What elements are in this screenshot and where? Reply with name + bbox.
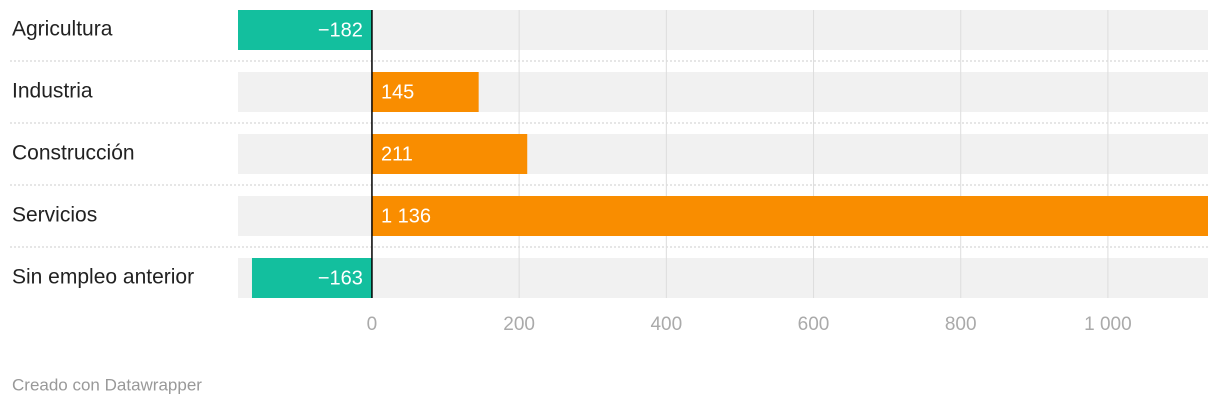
- bar: [238, 10, 372, 50]
- value-label: −182: [318, 19, 363, 41]
- category-label: Servicios: [12, 204, 97, 227]
- category-label: Industria: [12, 80, 93, 103]
- x-tick-label: 400: [650, 314, 682, 335]
- x-tick-label: 600: [798, 314, 830, 335]
- bar: [371, 72, 479, 112]
- value-label: 211: [381, 143, 413, 165]
- x-tick-label: 200: [503, 314, 535, 335]
- row-background: [238, 258, 1208, 298]
- value-label: −163: [318, 267, 363, 289]
- bar: [251, 258, 372, 298]
- credit: Creado con Datawrapper: [12, 375, 202, 394]
- category-label: Sin empleo anterior: [12, 266, 194, 289]
- category-label: Agricultura: [12, 18, 113, 41]
- bar: [371, 134, 528, 174]
- value-label: 1 136: [381, 205, 431, 227]
- row-background: [238, 10, 1208, 50]
- x-tick-label: 800: [945, 314, 977, 335]
- x-tick-label: 0: [367, 314, 378, 335]
- x-tick-label: 1 000: [1084, 314, 1132, 335]
- value-label: 145: [381, 81, 414, 103]
- bar: [371, 196, 1208, 236]
- category-label: Construcción: [12, 142, 135, 165]
